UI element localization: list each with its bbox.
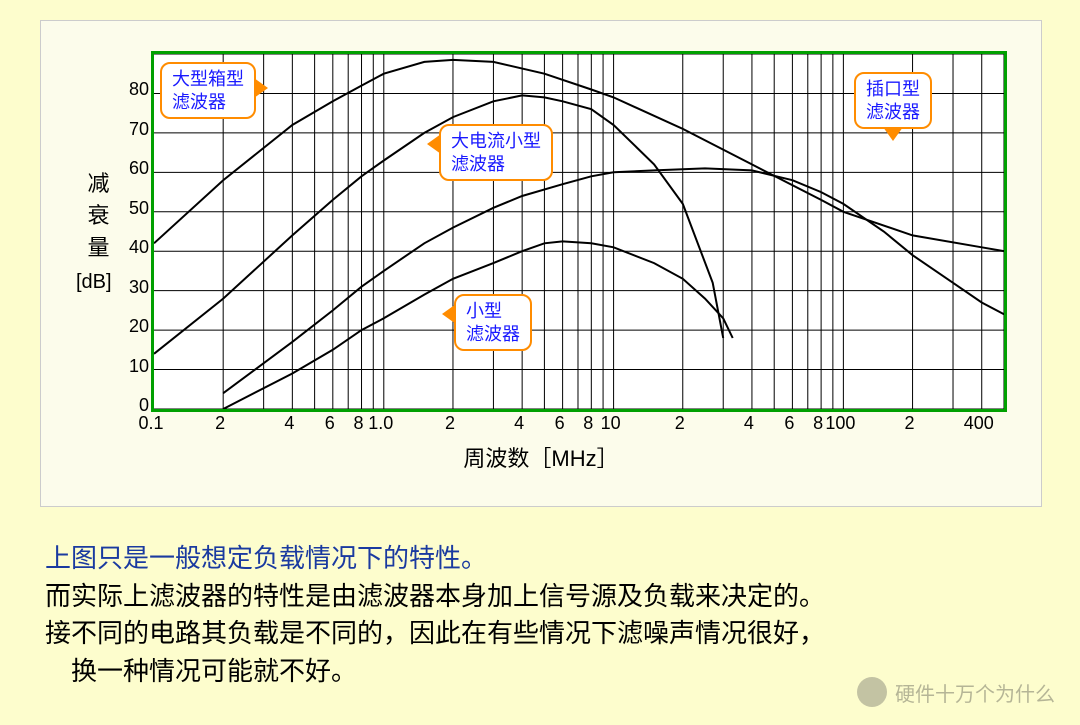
caption-line-3: 接不同的电路其负载是不同的，因此在有些情况下滤噪声情况很好， — [45, 615, 1045, 653]
x-tick: 400 — [964, 413, 994, 434]
x-tick: 100 — [825, 413, 855, 434]
x-tick: 8 — [813, 413, 823, 434]
y-axis-ticks: 01020304050607080 — [116, 46, 151, 411]
cb-socket: 插口型滤波器 — [854, 72, 932, 129]
x-tick: 6 — [784, 413, 794, 434]
y-tick: 50 — [129, 198, 149, 219]
caption-line-2: 而实际上滤波器的特性是由滤波器本身加上信号源及负载来决定的。 — [45, 578, 1045, 616]
watermark-logo-icon — [857, 677, 887, 707]
x-tick: 6 — [555, 413, 565, 434]
y-tick: 30 — [129, 277, 149, 298]
cb-large-box: 大型箱型滤波器 — [160, 62, 256, 119]
x-tick: 8 — [583, 413, 593, 434]
x-tick: 2 — [675, 413, 685, 434]
chart-panel: 减衰量 [dB] 01020304050607080 大型箱型滤波器大电流小型滤… — [40, 20, 1042, 507]
x-tick: 4 — [514, 413, 524, 434]
y-tick: 20 — [129, 316, 149, 337]
y-tick: 70 — [129, 119, 149, 140]
x-tick: 10 — [601, 413, 621, 434]
x-axis-ticks: 0.124681.024681024681002400 — [151, 413, 1001, 438]
y-tick: 80 — [129, 79, 149, 100]
x-tick: 1.0 — [368, 413, 393, 434]
watermark: 硬件十万个为什么 — [857, 677, 1055, 707]
caption-block: 上图只是一般想定负载情况下的特性。 而实际上滤波器的特性是由滤波器本身加上信号源… — [45, 540, 1045, 691]
cb-large-current: 大电流小型滤波器 — [439, 124, 553, 181]
x-tick: 2 — [905, 413, 915, 434]
y-axis-unit: [dB] — [76, 271, 112, 294]
watermark-text: 硬件十万个为什么 — [895, 678, 1055, 707]
x-tick: 0.1 — [138, 413, 163, 434]
x-tick: 6 — [325, 413, 335, 434]
x-tick: 8 — [354, 413, 364, 434]
cb-small: 小型滤波器 — [454, 294, 532, 351]
x-tick: 2 — [445, 413, 455, 434]
caption-line-1: 上图只是一般想定负载情况下的特性。 — [45, 540, 1045, 578]
y-tick: 40 — [129, 237, 149, 258]
x-tick: 2 — [215, 413, 225, 434]
y-tick: 10 — [129, 356, 149, 377]
plot-area: 大型箱型滤波器大电流小型滤波器小型滤波器 插口型滤波器 — [151, 51, 1007, 412]
y-tick: 60 — [129, 158, 149, 179]
x-axis-label: 周波数［MHz］ — [41, 441, 1041, 473]
x-tick: 4 — [284, 413, 294, 434]
y-axis-label: 减衰量 — [86, 166, 111, 262]
x-tick: 4 — [744, 413, 754, 434]
